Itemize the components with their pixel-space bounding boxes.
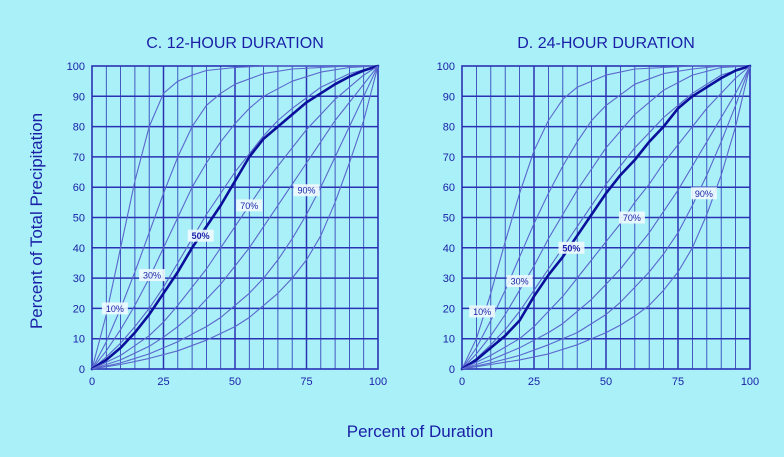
curve-label: 70% xyxy=(240,201,258,211)
probability-curve xyxy=(461,65,751,370)
x-tick-label: 100 xyxy=(741,376,759,388)
y-tick-label: 30 xyxy=(443,273,455,285)
probability-curve xyxy=(91,65,379,370)
y-tick-label: 50 xyxy=(443,213,455,225)
panel-12-hour: C. 12-HOUR DURATION 0 10 20 30 40 50 60 70 80 90 10… xyxy=(67,35,388,388)
curve-label-box xyxy=(187,229,214,242)
y-tick-label: 20 xyxy=(443,303,455,315)
curve-label: 70% xyxy=(623,213,641,223)
y-tick-label: 30 xyxy=(73,273,85,285)
y-tick-label: 10 xyxy=(73,334,85,346)
probability-curve xyxy=(461,65,751,370)
probability-curve xyxy=(91,65,379,370)
panel-24-hour: D. 24-HOUR DURATION 0 10 20 30 40 50 60 70 80 90 10… xyxy=(437,35,760,388)
y-tick-label: 70 xyxy=(443,152,455,164)
curve-label-box xyxy=(469,305,496,318)
x-tick-label: 0 xyxy=(459,376,465,388)
x-tick-label: 50 xyxy=(600,376,612,388)
chart-title: C. 12-HOUR DURATION xyxy=(146,35,324,52)
curve-label-box xyxy=(618,211,645,224)
x-tick-label: 25 xyxy=(528,376,540,388)
probability-curve xyxy=(461,65,751,370)
y-tick-label: 0 xyxy=(79,364,85,376)
y-tick-label: 50 xyxy=(73,213,85,225)
curve-label: 90% xyxy=(297,186,315,196)
y-tick-label: 100 xyxy=(437,61,455,73)
probability-curve xyxy=(461,65,751,370)
chart-title: D. 24-HOUR DURATION xyxy=(517,35,695,52)
curve-label-box xyxy=(558,241,585,254)
probability-curve xyxy=(91,65,379,370)
curve-label-box xyxy=(506,275,533,288)
probability-curve xyxy=(91,65,379,370)
x-tick-label: 75 xyxy=(300,376,312,388)
curve-label: 50% xyxy=(562,243,580,253)
probability-curve xyxy=(91,65,379,370)
curve-label: 10% xyxy=(473,307,491,317)
x-tick-label: 25 xyxy=(157,376,169,388)
y-tick-label: 0 xyxy=(449,364,455,376)
median-curve xyxy=(460,64,752,371)
curve-label-box xyxy=(690,187,717,200)
x-tick-label: 100 xyxy=(369,376,387,388)
y-tick-label: 70 xyxy=(73,152,85,164)
curve-label: 30% xyxy=(143,271,161,281)
curve-label-box xyxy=(101,302,128,315)
y-tick-label: 80 xyxy=(73,122,85,134)
median-curve xyxy=(90,64,380,371)
y-tick-label: 90 xyxy=(443,91,455,103)
curve-label-box xyxy=(236,199,263,212)
x-axis-label: Percent of Duration xyxy=(347,422,493,441)
y-tick-label: 40 xyxy=(73,243,85,255)
y-tick-label: 40 xyxy=(443,243,455,255)
y-tick-label: 80 xyxy=(443,122,455,134)
curve-label-box xyxy=(139,269,166,282)
y-tick-label: 100 xyxy=(67,61,85,73)
probability-curve xyxy=(91,65,379,370)
curve-label-box xyxy=(293,184,320,197)
curve-label: 30% xyxy=(511,277,529,287)
probability-curve xyxy=(461,65,751,370)
y-tick-label: 20 xyxy=(73,303,85,315)
probability-curve xyxy=(91,65,379,370)
x-tick-label: 50 xyxy=(229,376,241,388)
curve-label: 10% xyxy=(106,304,124,314)
y-tick-label: 60 xyxy=(443,182,455,194)
y-tick-label: 60 xyxy=(73,182,85,194)
y-axis-label: Percent of Total Precipitation xyxy=(27,113,46,329)
x-tick-label: 0 xyxy=(89,376,95,388)
y-tick-label: 90 xyxy=(73,91,85,103)
curve-label: 90% xyxy=(695,189,713,199)
x-tick-label: 75 xyxy=(672,376,684,388)
y-tick-label: 10 xyxy=(443,334,455,346)
probability-curve xyxy=(461,65,751,370)
curve-label: 50% xyxy=(192,231,210,241)
probability-curve xyxy=(461,65,751,370)
